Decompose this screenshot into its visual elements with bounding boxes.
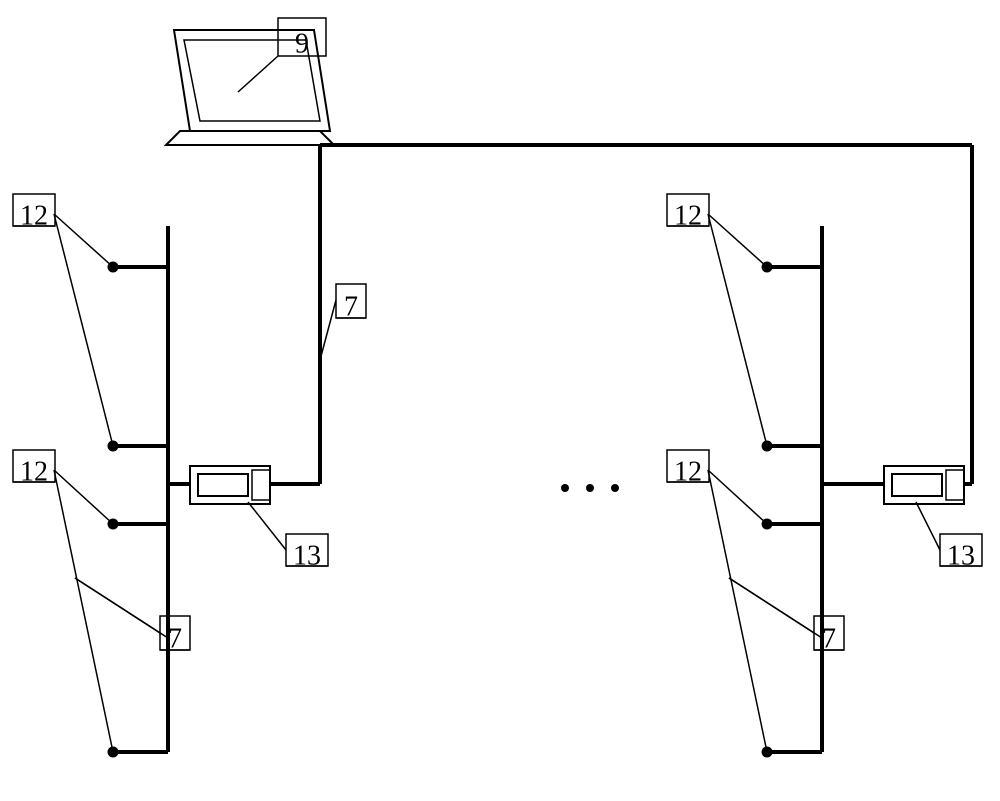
label-13: 13 xyxy=(947,540,975,571)
ellipsis-dot xyxy=(561,484,569,492)
label-12: 12 xyxy=(20,456,48,487)
ellipsis-dot xyxy=(586,484,594,492)
ellipsis-dot xyxy=(611,484,619,492)
label-12: 12 xyxy=(674,200,702,231)
label-13: 13 xyxy=(293,540,321,571)
label-12: 12 xyxy=(20,200,48,231)
canvas xyxy=(0,0,1000,801)
label-9: 9 xyxy=(295,28,309,59)
label-12: 12 xyxy=(674,456,702,487)
